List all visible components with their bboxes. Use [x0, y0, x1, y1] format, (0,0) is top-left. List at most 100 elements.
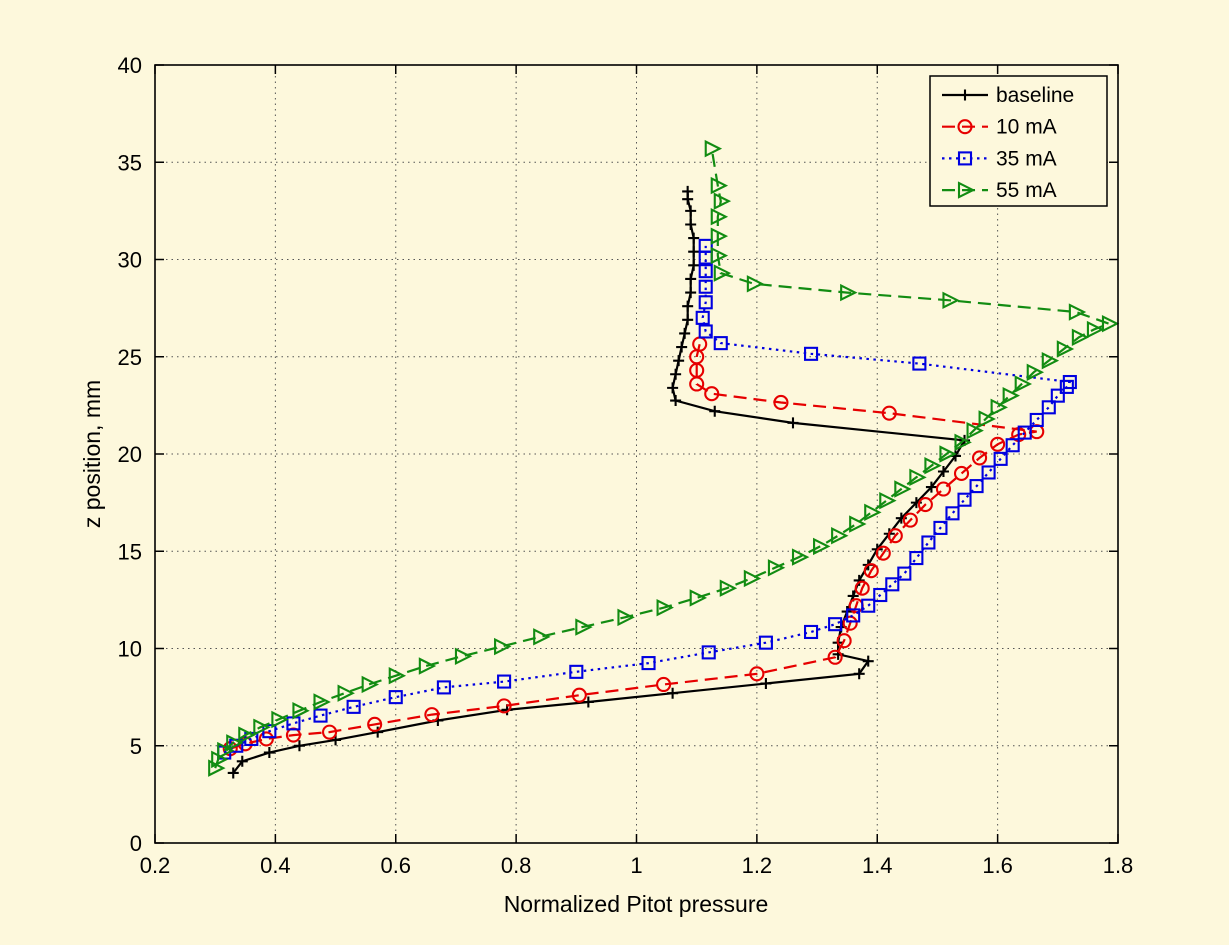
- triangle-right-marker-icon: [689, 589, 708, 607]
- plus-marker-icon: [676, 341, 688, 353]
- plus-marker-icon: [372, 726, 384, 738]
- square-marker-icon: [698, 295, 713, 310]
- square-marker-icon: [1029, 412, 1044, 428]
- square-marker-icon: [1041, 400, 1056, 415]
- circle-marker-icon: [953, 465, 970, 482]
- triangle-right-marker-icon: [1002, 386, 1021, 405]
- square-marker-icon: [698, 279, 713, 294]
- triangle-right-marker-icon: [292, 702, 310, 720]
- square-marker-icon: [641, 656, 656, 671]
- plus-marker-icon: [688, 259, 700, 271]
- triangle-right-marker-icon: [710, 246, 729, 265]
- x-tick-label: 0.2: [140, 853, 171, 878]
- square-marker-icon: [909, 551, 924, 566]
- triangle-right-marker-icon: [361, 675, 380, 694]
- triangle-right-marker-icon: [253, 718, 271, 736]
- circle-marker-icon: [704, 386, 720, 402]
- square-marker-icon: [1050, 388, 1065, 403]
- square-marker-icon: [497, 674, 512, 689]
- plus-marker-icon: [236, 755, 248, 767]
- triangle-right-marker-icon: [942, 291, 960, 310]
- plus-marker-icon: [667, 687, 679, 699]
- circle-marker-icon: [836, 633, 852, 649]
- x-tick-label: 1.4: [862, 853, 893, 878]
- triangle-right-marker-icon: [957, 181, 976, 199]
- y-tick-label: 30: [118, 248, 142, 273]
- triangle-right-marker-icon: [1086, 320, 1105, 339]
- triangle-right-marker-icon: [713, 264, 732, 282]
- triangle-right-marker-icon: [990, 398, 1008, 417]
- square-marker-icon: [698, 324, 713, 339]
- triangle-right-marker-icon: [494, 637, 512, 656]
- plus-marker-icon: [853, 574, 865, 586]
- triangle-right-marker-icon: [217, 741, 235, 760]
- circle-marker-icon: [902, 512, 918, 528]
- plus-marker-icon: [959, 89, 971, 101]
- plus-marker-icon: [688, 232, 700, 244]
- square-marker-icon: [262, 724, 277, 739]
- plus-marker-icon: [263, 747, 275, 759]
- triangle-right-marker-icon: [1056, 340, 1075, 358]
- square-marker-icon: [698, 238, 713, 253]
- triangle-right-marker-icon: [1041, 351, 1060, 370]
- triangle-right-marker-icon: [813, 537, 831, 556]
- triangle-right-marker-icon: [966, 421, 984, 440]
- plus-marker-icon: [682, 314, 694, 326]
- plus-marker-icon: [667, 382, 679, 394]
- triangle-right-marker-icon: [271, 710, 289, 729]
- plus-marker-icon: [862, 655, 874, 667]
- triangle-right-marker-icon: [1014, 375, 1033, 393]
- circle-marker-icon: [571, 687, 587, 703]
- plus-marker-icon: [685, 205, 697, 217]
- triangle-right-marker-icon: [939, 445, 957, 463]
- triangle-right-marker-icon: [656, 598, 674, 617]
- square-marker-icon: [969, 479, 984, 494]
- square-marker-icon: [957, 492, 972, 507]
- circle-marker-icon: [875, 545, 891, 561]
- plus-marker-icon: [787, 417, 799, 429]
- circle-marker-icon: [881, 405, 897, 421]
- square-marker-icon: [346, 699, 361, 714]
- circle-marker-icon: [424, 707, 440, 723]
- square-marker-icon: [828, 617, 843, 632]
- circle-marker-icon: [258, 731, 274, 747]
- series-layer: [208, 139, 1120, 779]
- legend: baseline 10 mA 35 mA 55 mA: [929, 75, 1108, 207]
- plus-marker-icon: [673, 355, 685, 367]
- y-tick-label: 35: [118, 150, 142, 175]
- x-axis-label: Normalized Pitot pressure: [504, 891, 769, 917]
- circle-marker-icon: [935, 481, 952, 497]
- triangle-right-marker-icon: [746, 275, 765, 293]
- x-tick-label: 0.8: [501, 853, 532, 878]
- plus-marker-icon: [582, 696, 594, 708]
- square-marker-icon: [981, 465, 996, 480]
- x-tick-label: 1.2: [742, 853, 773, 878]
- plus-marker-icon: [685, 218, 697, 230]
- plus-marker-icon: [685, 273, 697, 285]
- triangle-right-marker-icon: [831, 526, 849, 545]
- triangle-right-marker-icon: [418, 657, 437, 675]
- square-marker-icon: [945, 506, 960, 521]
- square-marker-icon: [1062, 374, 1077, 390]
- triangle-right-marker-icon: [575, 618, 593, 636]
- square-marker-icon: [758, 635, 773, 650]
- square-marker-icon: [1005, 438, 1020, 453]
- circle-marker-icon: [842, 615, 858, 631]
- axes-layer: 0.2 0.4 0.6 0.8 1 1.2 1.4 1.6 1.8 0 5 10 15 20 25 30 35 4…: [118, 53, 1134, 878]
- triangle-right-marker-icon: [767, 559, 786, 577]
- circle-marker-icon: [917, 497, 933, 513]
- circle-marker-icon: [321, 724, 338, 740]
- square-marker-icon: [803, 346, 819, 361]
- series-line: [223, 245, 1072, 754]
- x-tick-label: 1: [630, 853, 642, 878]
- plus-marker-icon: [937, 466, 949, 478]
- x-tick-label: 1.6: [982, 853, 1013, 878]
- plus-marker-icon: [679, 327, 691, 339]
- y-tick-label: 40: [118, 53, 142, 78]
- circle-marker-icon: [957, 119, 973, 135]
- square-marker-icon: [873, 587, 888, 603]
- triangle-right-marker-icon: [226, 734, 244, 752]
- plus-marker-icon: [853, 668, 865, 680]
